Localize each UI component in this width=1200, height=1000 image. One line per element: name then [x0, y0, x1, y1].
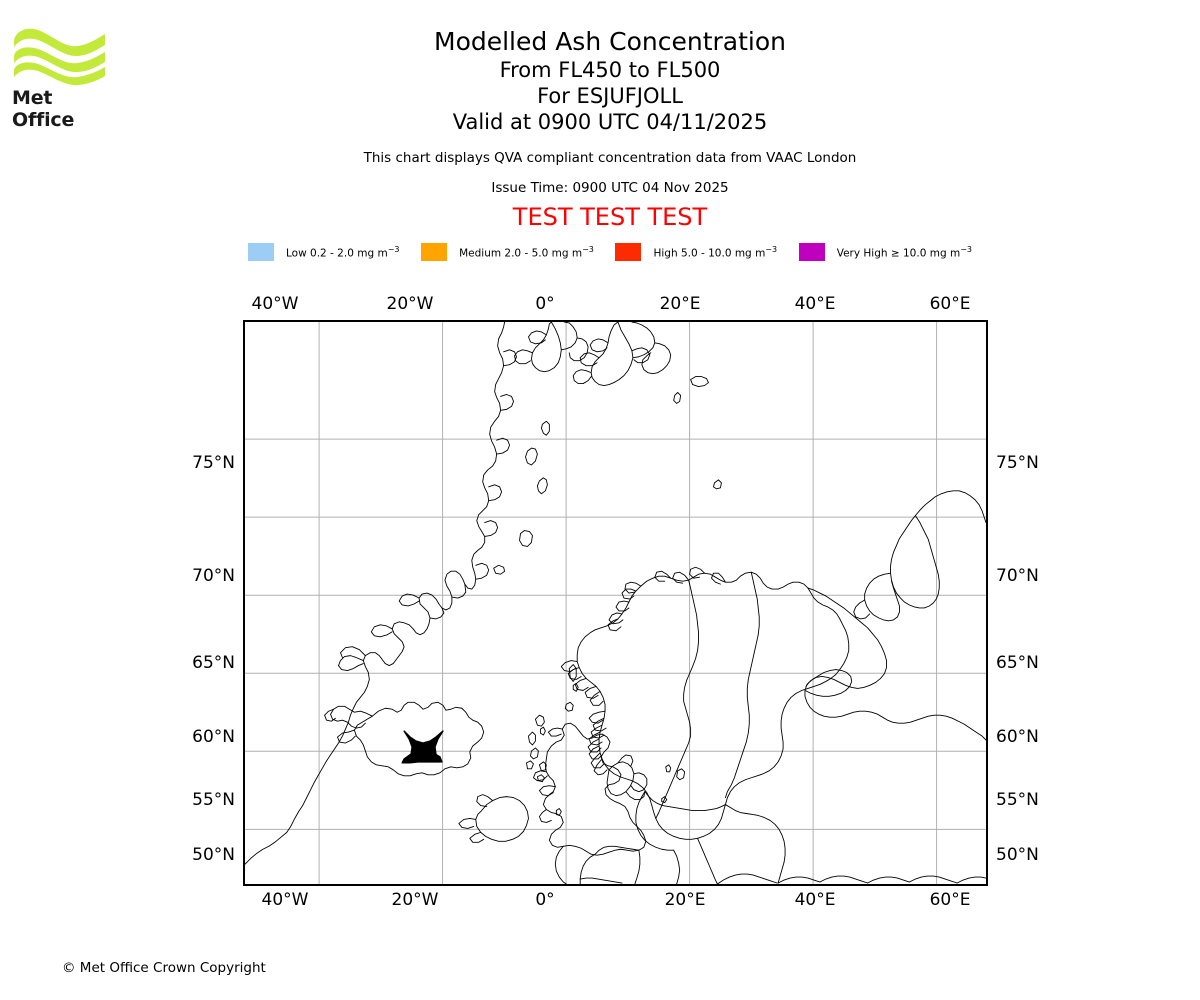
lon-tick-bottom-0: 0°	[535, 890, 555, 910]
lon-tick-bottom-40w: 40°W	[261, 890, 309, 910]
qva-note: This chart displays QVA compliant concen…	[363, 150, 857, 166]
concentration-legend: Low 0.2 - 2.0 mg m−3 Medium 2.0 - 5.0 mg…	[230, 243, 990, 261]
lat-tick-left-65n: 65°N	[192, 653, 235, 673]
legend-swatch-medium	[421, 243, 448, 261]
valid-time: Valid at 0900 UTC 04/11/2025	[452, 110, 768, 134]
lon-tick-bottom-60e: 60°E	[929, 890, 971, 910]
lat-tick-left-70n: 70°N	[192, 566, 235, 586]
lon-tick-top-0: 0°	[535, 294, 555, 314]
met-office-logo: Met Office	[12, 24, 112, 131]
copyright-notice: © Met Office Crown Copyright	[62, 960, 266, 976]
legend-label-high: High 5.0 - 10.0 mg m−3	[653, 244, 778, 260]
legend-label-medium: Medium 2.0 - 5.0 mg m−3	[459, 244, 594, 260]
lon-tick-bottom-40e: 40°E	[794, 890, 836, 910]
map-coastlines	[245, 322, 986, 884]
volcano-name: For ESJUFJOLL	[537, 84, 683, 108]
lat-tick-right-60n: 60°N	[996, 727, 1039, 747]
legend-item-high: High 5.0 - 10.0 mg m−3	[615, 243, 777, 261]
map-plot-area	[243, 320, 988, 886]
map-canvas	[245, 322, 986, 884]
legend-item-very-high: Very High ≥ 10.0 mg m−3	[798, 243, 972, 261]
lon-tick-top-40w: 40°W	[251, 294, 299, 314]
ash-concentration-map: 40°W 20°W 0° 20°E 40°E 60°E 40°W 20°W 0°…	[192, 294, 1039, 910]
lon-tick-top-20w: 20°W	[386, 294, 434, 314]
met-office-logo-text: Met Office	[12, 87, 75, 131]
legend-label-very-high: Very High ≥ 10.0 mg m−3	[836, 244, 972, 260]
lat-tick-right-65n: 65°N	[996, 653, 1039, 673]
lat-tick-left-55n: 55°N	[192, 790, 235, 810]
lon-tick-bottom-20e: 20°E	[664, 890, 706, 910]
legend-label-low: Low 0.2 - 2.0 mg m−3	[286, 244, 400, 260]
lat-tick-left-50n: 50°N	[192, 845, 235, 865]
map-gridlines	[245, 322, 986, 884]
flight-level-range: From FL450 to FL500	[499, 58, 721, 82]
legend-swatch-very-high	[798, 243, 825, 261]
test-banner: TEST TEST TEST	[512, 203, 708, 231]
issue-time: Issue Time: 0900 UTC 04 Nov 2025	[491, 180, 729, 196]
lat-tick-left-75n: 75°N	[192, 453, 235, 473]
legend-swatch-low	[248, 243, 274, 261]
lon-tick-top-40e: 40°E	[794, 294, 836, 314]
legend-item-medium: Medium 2.0 - 5.0 mg m−3	[421, 243, 594, 261]
lat-tick-right-70n: 70°N	[996, 566, 1039, 586]
legend-swatch-high	[615, 243, 642, 261]
lat-tick-right-55n: 55°N	[996, 790, 1039, 810]
lat-tick-right-75n: 75°N	[996, 453, 1039, 473]
lat-tick-right-50n: 50°N	[996, 845, 1039, 865]
met-office-wave-icon	[14, 28, 105, 86]
lon-tick-top-20e: 20°E	[659, 294, 701, 314]
legend-item-low: Low 0.2 - 2.0 mg m−3	[248, 243, 399, 261]
lat-tick-left-60n: 60°N	[192, 727, 235, 747]
chart-header: Modelled Ash Concentration From FL450 to…	[230, 26, 990, 231]
lon-tick-bottom-20w: 20°W	[391, 890, 439, 910]
page-title: Modelled Ash Concentration	[434, 27, 786, 56]
lon-tick-top-60e: 60°E	[929, 294, 971, 314]
